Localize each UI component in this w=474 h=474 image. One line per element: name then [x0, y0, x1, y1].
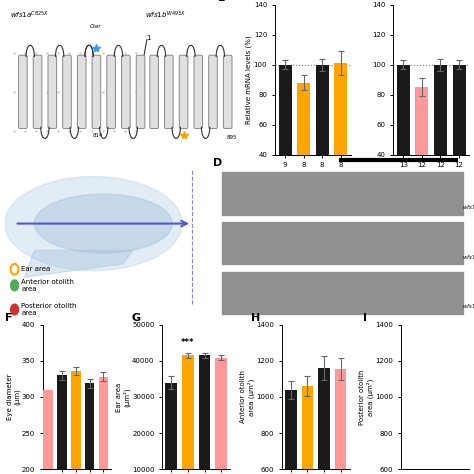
Text: 814: 814: [92, 133, 103, 138]
Y-axis label: Ear area
(μm²): Ear area (μm²): [116, 383, 130, 411]
FancyBboxPatch shape: [164, 55, 173, 128]
FancyBboxPatch shape: [33, 55, 42, 128]
Y-axis label: Eye diameter
(μm): Eye diameter (μm): [7, 374, 20, 420]
Text: G: G: [131, 313, 140, 323]
Text: Anterior otolith
area: Anterior otolith area: [21, 279, 74, 292]
Bar: [215, 358, 227, 474]
Bar: [199, 356, 210, 474]
Text: H: H: [251, 313, 260, 323]
Bar: [85, 383, 94, 474]
Text: $wfs1b^{W493X}$: $wfs1b^{W493X}$: [462, 302, 474, 311]
Text: $wfs1a^{C825X}$: $wfs1a^{C825X}$: [462, 253, 474, 262]
FancyBboxPatch shape: [179, 55, 188, 128]
Text: Posterior otolith
area: Posterior otolith area: [21, 303, 77, 316]
FancyBboxPatch shape: [107, 55, 116, 128]
Bar: [415, 87, 428, 215]
Text: $wfs1^{wt}$: $wfs1^{wt}$: [462, 203, 474, 212]
Bar: [43, 390, 53, 474]
Y-axis label: Anterior otolith
area (μm²): Anterior otolith area (μm²): [240, 371, 255, 423]
Bar: [182, 356, 194, 474]
FancyBboxPatch shape: [221, 171, 464, 216]
Bar: [57, 375, 67, 474]
Bar: [297, 82, 310, 215]
Bar: [434, 64, 447, 215]
Text: 895: 895: [227, 135, 237, 140]
FancyBboxPatch shape: [221, 271, 464, 315]
Circle shape: [10, 304, 18, 315]
FancyBboxPatch shape: [18, 55, 27, 128]
Bar: [279, 64, 292, 215]
FancyBboxPatch shape: [221, 221, 464, 265]
Text: $wfs1b^{W493X}$: $wfs1b^{W493X}$: [145, 10, 186, 21]
Text: Ear area: Ear area: [21, 266, 51, 272]
Text: I: I: [364, 313, 367, 323]
Text: F: F: [5, 313, 13, 323]
Bar: [334, 63, 347, 215]
Text: D: D: [213, 158, 222, 168]
FancyBboxPatch shape: [209, 55, 217, 128]
Bar: [335, 369, 346, 474]
FancyBboxPatch shape: [136, 55, 145, 128]
Text: 1: 1: [146, 35, 151, 41]
Circle shape: [10, 280, 18, 291]
Polygon shape: [25, 250, 133, 277]
FancyBboxPatch shape: [194, 55, 202, 128]
FancyBboxPatch shape: [223, 55, 232, 128]
FancyBboxPatch shape: [121, 55, 130, 128]
FancyBboxPatch shape: [77, 55, 86, 128]
Bar: [301, 386, 313, 474]
Text: $wfs1a^{C825X}$: $wfs1a^{C825X}$: [10, 10, 49, 21]
Ellipse shape: [34, 194, 172, 253]
Text: B: B: [218, 0, 226, 3]
Text: ***: ***: [181, 337, 195, 346]
Y-axis label: Relative mRNA levels (%): Relative mRNA levels (%): [246, 36, 252, 124]
Bar: [165, 383, 177, 474]
Bar: [316, 64, 329, 215]
Y-axis label: Posterior otolith
area (μm²): Posterior otolith area (μm²): [359, 369, 374, 425]
FancyBboxPatch shape: [48, 55, 56, 128]
Bar: [318, 368, 330, 474]
FancyBboxPatch shape: [63, 55, 71, 128]
Bar: [285, 390, 297, 474]
Ellipse shape: [5, 177, 182, 271]
Text: Cter: Cter: [90, 25, 101, 29]
FancyBboxPatch shape: [150, 55, 158, 128]
Bar: [453, 64, 465, 215]
Bar: [99, 377, 108, 474]
FancyBboxPatch shape: [92, 55, 100, 128]
Bar: [71, 371, 81, 474]
Bar: [397, 64, 410, 215]
